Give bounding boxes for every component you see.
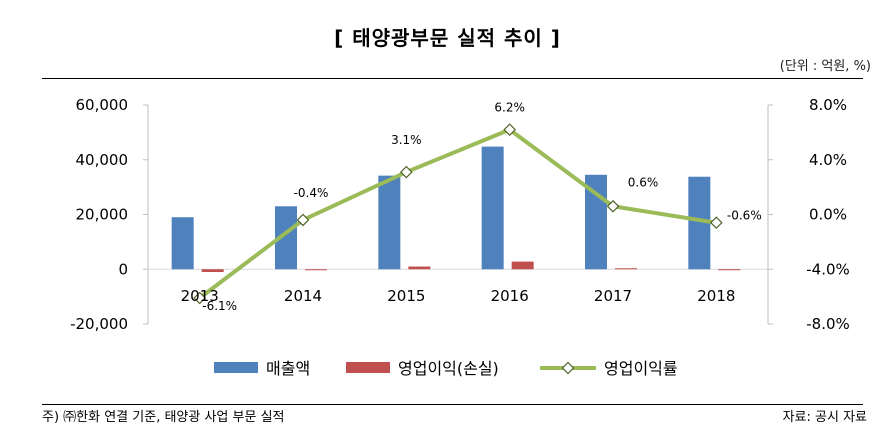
source-note: 자료: 공시 자료 bbox=[782, 410, 867, 425]
legend-swatch-margin-marker bbox=[561, 361, 575, 375]
margin-data-label: -0.4% bbox=[294, 186, 329, 200]
footnote: 주) ㈜한화 연결 기준, 태양광 사업 부문 실적 bbox=[42, 410, 285, 425]
operating-profit-bar bbox=[408, 266, 431, 270]
chart-title: [ 태양광부문 실적 추이 ] bbox=[334, 26, 561, 50]
revenue-bar bbox=[275, 206, 297, 270]
margin-data-label: 3.1% bbox=[391, 133, 422, 147]
margin-marker bbox=[606, 199, 620, 213]
left-tick-label: -20,000 bbox=[70, 315, 128, 333]
category-label: 2014 bbox=[284, 287, 322, 305]
operating-profit-bar bbox=[305, 269, 327, 271]
category-labels: 2013 2014 2015 2016 2017 2018 bbox=[181, 287, 736, 305]
left-axis: 60,000 40,000 20,000 0 -20,000 bbox=[70, 96, 768, 333]
margin-line bbox=[198, 127, 717, 300]
right-tick-label: 0.0% bbox=[809, 206, 847, 224]
left-tick-label: 0 bbox=[118, 260, 128, 278]
bottom-divider bbox=[42, 404, 863, 405]
legend-label-margin: 영업이익률 bbox=[604, 359, 678, 378]
unit-note: (단위 : 억원, %) bbox=[779, 59, 871, 74]
category-label: 2017 bbox=[594, 287, 632, 305]
left-tick-label: 20,000 bbox=[76, 206, 129, 224]
line-series bbox=[193, 123, 723, 305]
legend-swatch-revenue bbox=[214, 362, 258, 373]
revenue-bar bbox=[378, 175, 401, 270]
legend-label-revenue: 매출액 bbox=[266, 359, 310, 378]
margin-marker bbox=[503, 123, 517, 136]
category-label: 2016 bbox=[491, 287, 529, 305]
operating-profit-bar bbox=[615, 268, 637, 270]
right-tick-label: 8.0% bbox=[809, 96, 847, 114]
margin-data-label: -0.6% bbox=[727, 209, 762, 223]
margin-marker bbox=[709, 216, 723, 230]
revenue-bar bbox=[688, 176, 711, 270]
margin-marker bbox=[296, 213, 310, 227]
data-labels: -6.1% -0.4% 3.1% 6.2% 0.6% -0.6% bbox=[202, 101, 761, 313]
left-tick-label: 40,000 bbox=[76, 151, 129, 169]
left-tick-label: 60,000 bbox=[76, 96, 129, 114]
right-tick-label: 4.0% bbox=[809, 151, 847, 169]
legend-label-operating-profit: 영업이익(손실) bbox=[398, 359, 499, 378]
margin-data-label: 6.2% bbox=[494, 101, 525, 115]
right-axis: 8.0% 4.0% 0.0% -4.0% -8.0% bbox=[767, 96, 850, 333]
operating-profit-bar bbox=[718, 269, 741, 271]
revenue-bar bbox=[171, 217, 194, 270]
category-label: 2013 bbox=[181, 287, 219, 305]
margin-data-label: 0.6% bbox=[628, 175, 659, 189]
legend-swatch-operating-profit bbox=[346, 362, 390, 373]
revenue-bar bbox=[481, 146, 504, 270]
right-tick-label: -4.0% bbox=[806, 260, 850, 278]
margin-data-label: -6.1% bbox=[202, 299, 237, 313]
legend: 매출액 영업이익(손실) 영업이익률 bbox=[214, 359, 678, 378]
operating-profit-bar bbox=[511, 261, 534, 270]
category-label: 2015 bbox=[387, 287, 425, 305]
right-tick-label: -8.0% bbox=[806, 315, 850, 333]
chart-plot: 60,000 40,000 20,000 0 -20,000 8.0% 4.0% 0.0% -… bbox=[70, 96, 850, 378]
operating-profit-bar bbox=[201, 269, 224, 272]
margin-marker bbox=[399, 165, 413, 179]
margin-marker bbox=[193, 291, 207, 305]
top-divider bbox=[42, 78, 863, 79]
category-label: 2018 bbox=[697, 287, 735, 305]
